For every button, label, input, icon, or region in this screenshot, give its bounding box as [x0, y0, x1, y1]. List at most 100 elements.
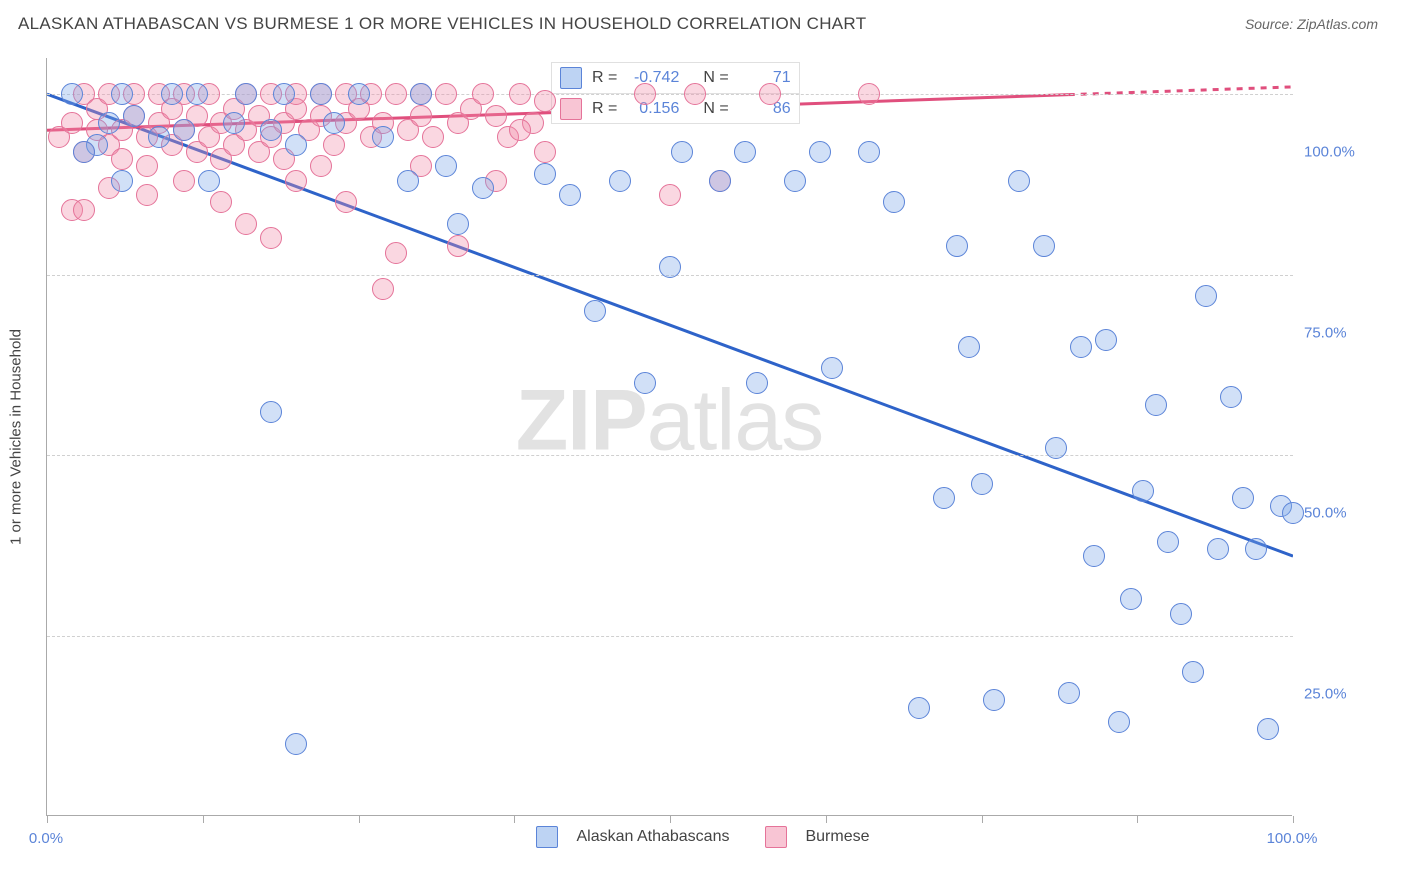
data-point-blue	[1232, 487, 1254, 509]
data-point-blue	[1245, 538, 1267, 560]
data-point-pink	[385, 242, 407, 264]
data-point-blue	[1157, 531, 1179, 553]
data-point-blue	[609, 170, 631, 192]
bottom-legend: Alaskan Athabascans Burmese	[0, 826, 1406, 848]
data-point-blue	[61, 83, 83, 105]
data-point-blue	[173, 119, 195, 141]
data-point-pink	[73, 199, 95, 221]
data-point-blue	[1070, 336, 1092, 358]
swatch-blue-icon	[560, 67, 582, 89]
y-axis-label: 1 or more Vehicles in Household	[8, 329, 25, 545]
data-point-pink	[447, 235, 469, 257]
data-point-blue	[98, 112, 120, 134]
data-point-pink	[509, 83, 531, 105]
data-point-blue	[946, 235, 968, 257]
data-point-blue	[1132, 480, 1154, 502]
gridline	[47, 455, 1293, 456]
plot-area: ZIPatlas R =-0.742 N =71 R =0.156 N =86	[46, 58, 1292, 816]
data-point-blue	[111, 83, 133, 105]
data-point-blue	[472, 177, 494, 199]
data-point-pink	[410, 105, 432, 127]
data-point-blue	[734, 141, 756, 163]
swatch-blue-icon	[536, 826, 558, 848]
data-point-blue	[746, 372, 768, 394]
data-point-pink	[310, 155, 332, 177]
x-tick	[1293, 816, 1294, 823]
data-point-pink	[684, 83, 706, 105]
data-point-pink	[235, 213, 257, 235]
data-point-blue	[123, 105, 145, 127]
x-tick	[47, 816, 48, 823]
data-point-blue	[186, 83, 208, 105]
data-point-blue	[1207, 538, 1229, 560]
data-point-blue	[1058, 682, 1080, 704]
chart-title: ALASKAN ATHABASCAN VS BURMESE 1 OR MORE …	[18, 14, 866, 34]
data-point-blue	[784, 170, 806, 192]
gridline	[47, 94, 1293, 95]
data-point-blue	[1282, 502, 1304, 524]
data-point-blue	[372, 126, 394, 148]
data-point-pink	[323, 134, 345, 156]
data-point-pink	[61, 112, 83, 134]
data-point-blue	[435, 155, 457, 177]
data-point-blue	[534, 163, 556, 185]
data-point-blue	[1195, 285, 1217, 307]
data-point-blue	[348, 83, 370, 105]
data-point-blue	[1045, 437, 1067, 459]
data-point-pink	[759, 83, 781, 105]
data-point-pink	[210, 191, 232, 213]
swatch-pink-icon	[765, 826, 787, 848]
y-tick-label: 75.0%	[1304, 324, 1347, 341]
data-point-blue	[908, 697, 930, 719]
source-label: Source: ZipAtlas.com	[1245, 16, 1378, 32]
data-point-blue	[958, 336, 980, 358]
data-point-pink	[372, 278, 394, 300]
data-point-blue	[971, 473, 993, 495]
data-point-blue	[323, 112, 345, 134]
data-point-pink	[136, 184, 158, 206]
data-point-pink	[136, 155, 158, 177]
data-point-blue	[111, 170, 133, 192]
data-point-blue	[1120, 588, 1142, 610]
data-point-pink	[634, 83, 656, 105]
data-point-pink	[509, 119, 531, 141]
data-point-blue	[1145, 394, 1167, 416]
data-point-pink	[173, 170, 195, 192]
data-point-blue	[285, 733, 307, 755]
data-point-blue	[634, 372, 656, 394]
x-tick	[1137, 816, 1138, 823]
y-tick-label: 50.0%	[1304, 505, 1347, 522]
data-point-blue	[821, 357, 843, 379]
data-point-pink	[435, 83, 457, 105]
data-point-pink	[534, 90, 556, 112]
data-point-blue	[1170, 603, 1192, 625]
data-point-pink	[285, 170, 307, 192]
data-point-blue	[410, 83, 432, 105]
data-point-pink	[485, 105, 507, 127]
data-point-blue	[1182, 661, 1204, 683]
data-point-blue	[73, 141, 95, 163]
data-point-blue	[310, 83, 332, 105]
data-point-pink	[659, 184, 681, 206]
data-point-pink	[335, 191, 357, 213]
y-tick-label: 100.0%	[1304, 144, 1355, 161]
data-point-pink	[472, 83, 494, 105]
data-point-blue	[584, 300, 606, 322]
legend-item-pink: Burmese	[765, 826, 869, 848]
data-point-pink	[385, 83, 407, 105]
data-point-blue	[659, 256, 681, 278]
data-point-blue	[223, 112, 245, 134]
x-tick	[982, 816, 983, 823]
data-point-blue	[983, 689, 1005, 711]
data-point-blue	[1083, 545, 1105, 567]
data-point-pink	[111, 148, 133, 170]
data-point-blue	[1095, 329, 1117, 351]
y-tick-label: 25.0%	[1304, 685, 1347, 702]
data-point-pink	[422, 126, 444, 148]
x-tick	[203, 816, 204, 823]
data-point-blue	[671, 141, 693, 163]
plot-container: 1 or more Vehicles in Household ZIPatlas…	[46, 58, 1388, 816]
data-point-pink	[260, 227, 282, 249]
data-point-blue	[161, 83, 183, 105]
data-point-blue	[858, 141, 880, 163]
